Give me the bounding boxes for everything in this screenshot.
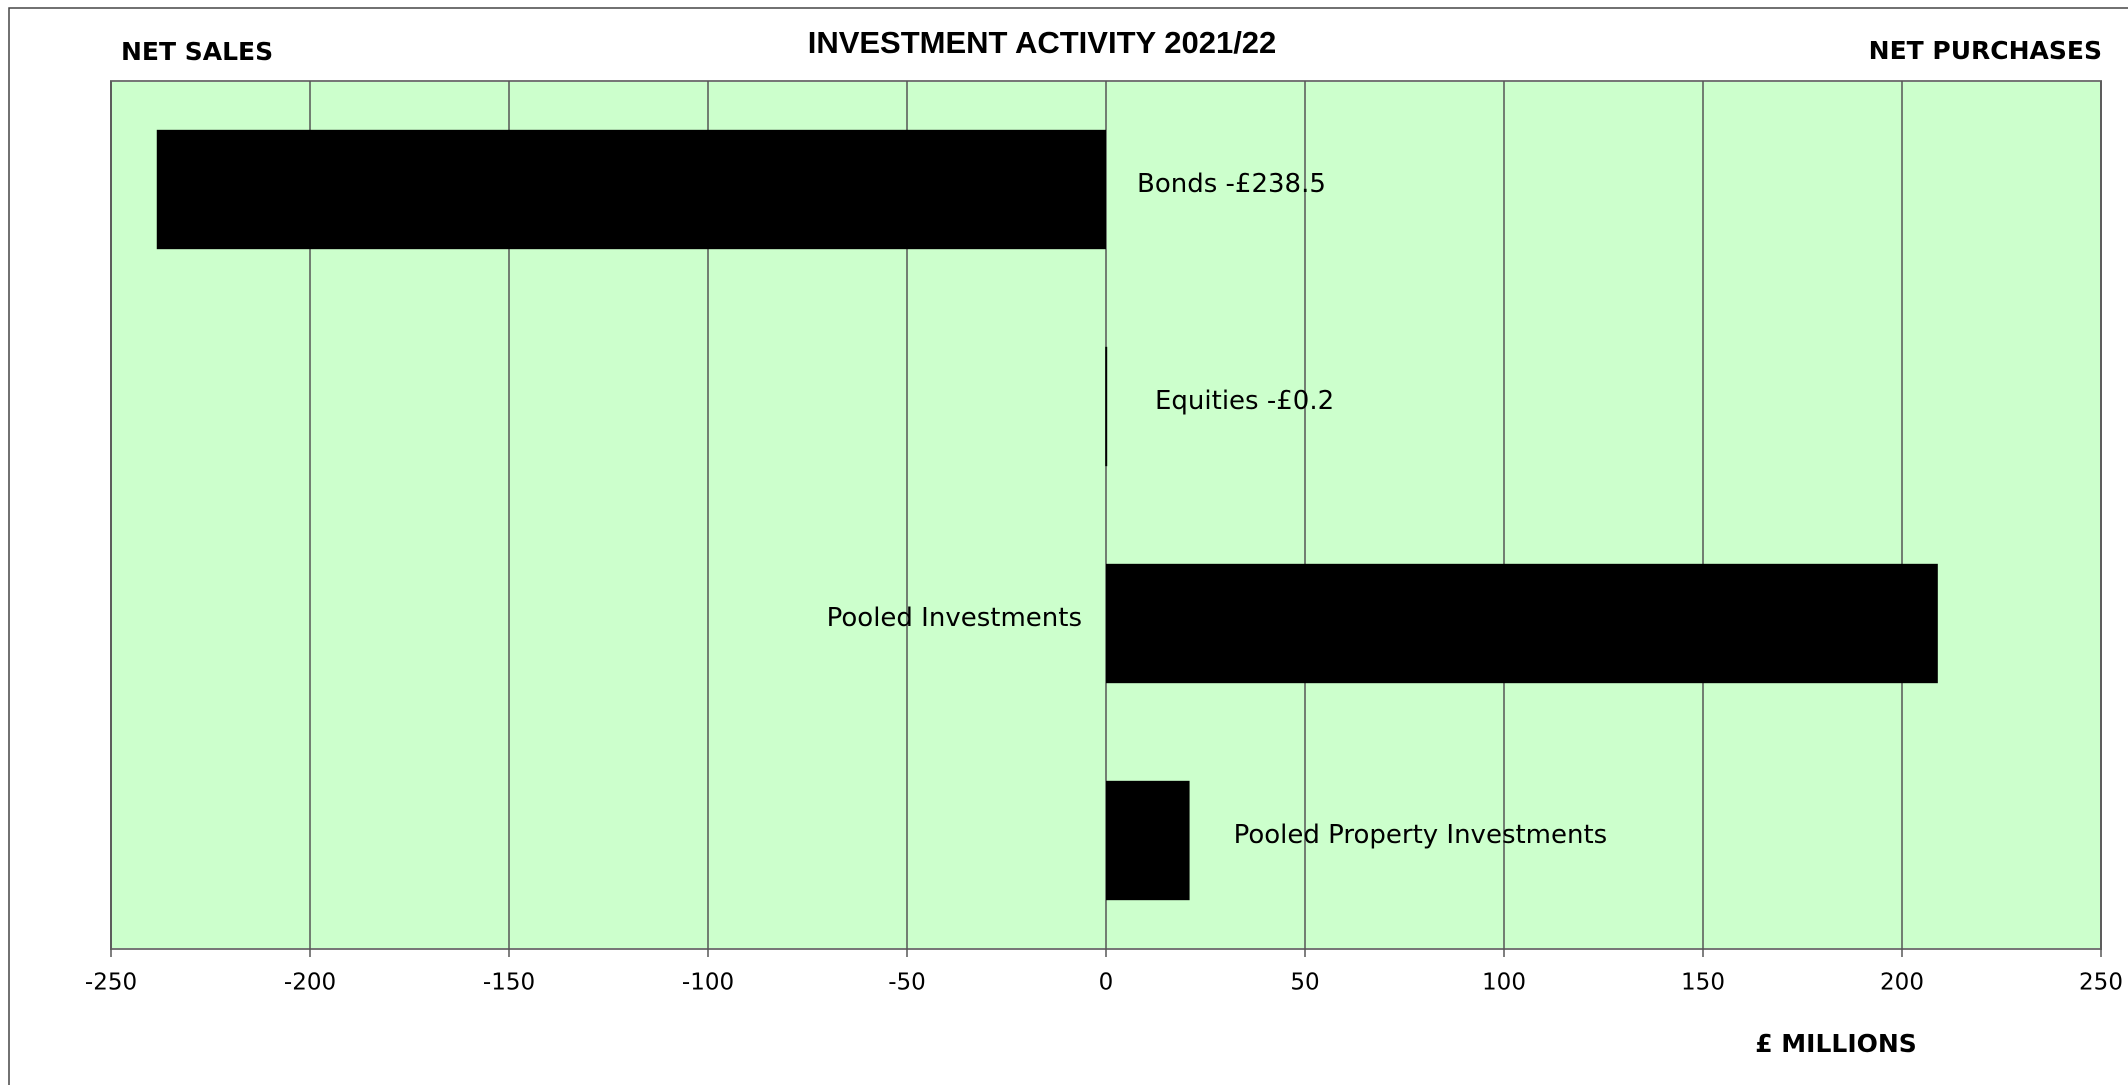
x-tick-label: 150 bbox=[1681, 970, 1725, 996]
x-tick-label: -150 bbox=[483, 970, 535, 996]
x-tick-label: 50 bbox=[1290, 970, 1319, 996]
chart: INVESTMENT ACTIVITY 2021/22 NET SALES NE… bbox=[0, 0, 2128, 1085]
x-tick-label: 100 bbox=[1482, 970, 1526, 996]
right-label: NET PURCHASES bbox=[1869, 36, 2102, 65]
bar bbox=[1106, 564, 1938, 683]
left-label: NET SALES bbox=[121, 37, 273, 66]
category-label: Pooled Property Investments bbox=[1234, 820, 1608, 850]
bar bbox=[1106, 781, 1190, 900]
x-tick-label: -50 bbox=[888, 970, 926, 996]
x-tick-label: 200 bbox=[1880, 970, 1924, 996]
bar bbox=[157, 130, 1106, 249]
category-label: Bonds -£238.5 bbox=[1137, 169, 1326, 199]
x-tick-label: 250 bbox=[2079, 970, 2123, 996]
chart-title: INVESTMENT ACTIVITY 2021/22 bbox=[808, 25, 1277, 60]
x-tick-label: 0 bbox=[1099, 970, 1114, 996]
category-label: Pooled Investments bbox=[827, 603, 1082, 633]
x-tick-label: -200 bbox=[284, 970, 336, 996]
x-tick-label: -250 bbox=[85, 970, 137, 996]
x-tick-label: -100 bbox=[682, 970, 734, 996]
category-label: Equities -£0.2 bbox=[1155, 386, 1334, 416]
bar bbox=[1105, 347, 1107, 466]
x-axis-label: £ MILLIONS bbox=[1755, 1029, 1917, 1058]
